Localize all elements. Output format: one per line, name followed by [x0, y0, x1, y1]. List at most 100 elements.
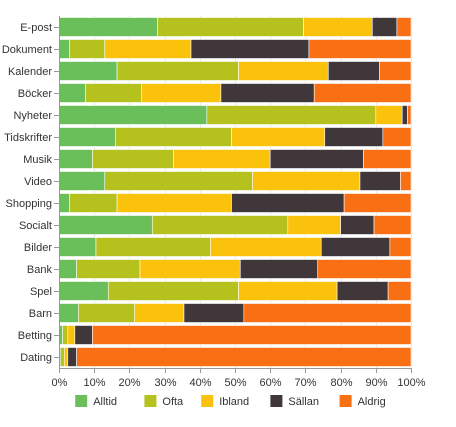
- bar-segment-aldrig: [363, 149, 412, 169]
- bar-segment-aldrig: [382, 127, 412, 147]
- bar-segment-alltid: [58, 259, 77, 279]
- bar-segment-ofta: [116, 61, 239, 81]
- legend: Alltid Ofta Ibland Sällan Aldrig: [75, 395, 386, 408]
- bar-segment-ofta: [69, 39, 106, 59]
- bar-segment-ofta: [206, 105, 377, 125]
- legend-swatch-alltid[interactable]: [75, 395, 88, 407]
- bar-segment-alltid: [58, 303, 79, 323]
- bar-segment-alltid: [58, 171, 106, 191]
- bar-segment-ibland: [63, 347, 69, 367]
- category-label: Musik: [23, 154, 52, 166]
- bar-segment-alltid: [58, 61, 118, 81]
- category-label: Tidskrifter: [4, 132, 52, 144]
- category-label: Video: [24, 176, 52, 188]
- bar-segment-aldrig: [313, 83, 412, 103]
- bar-segment-sällan: [401, 105, 408, 125]
- bar-segment-alltid: [58, 39, 70, 59]
- bar-segment-sällan: [327, 61, 380, 81]
- bar-segment-aldrig: [379, 61, 412, 81]
- x-tick-label: 50%: [224, 377, 246, 389]
- bar-segment-ibland: [134, 303, 185, 323]
- bar-segment-sällan: [324, 127, 384, 147]
- bar-segment-aldrig: [387, 281, 412, 301]
- x-tick-label: 10%: [83, 377, 105, 389]
- bar-segment-alltid: [58, 281, 109, 301]
- legend-label-aldrig[interactable]: Aldrig: [358, 396, 386, 408]
- x-tick-label: 70%: [294, 377, 316, 389]
- bar-segment-ibland: [67, 325, 76, 345]
- bar-segment-sällan: [67, 347, 77, 367]
- x-tick-label: 30%: [154, 377, 176, 389]
- bar-segment-ofta: [151, 215, 289, 235]
- bar-segment-ibland: [141, 83, 222, 103]
- bar-segment-sällan: [336, 281, 389, 301]
- bar-segment-sällan: [239, 259, 319, 279]
- bar-segment-alltid: [58, 215, 153, 235]
- bar-segment-ofta: [92, 149, 174, 169]
- bar-segment-ibland: [238, 281, 338, 301]
- bar-segment-ofta: [76, 259, 141, 279]
- category-label: Dating: [20, 352, 52, 364]
- bar-segment-ibland: [139, 259, 241, 279]
- category-label: Spel: [30, 286, 52, 298]
- bar-segment-ibland: [173, 149, 271, 169]
- bar-segment-ofta: [60, 347, 65, 367]
- bar-segment-alltid: [58, 127, 116, 147]
- bar-segment-ibland: [375, 105, 403, 125]
- bar-segment-alltid: [58, 193, 70, 213]
- bar-segment-sällan: [220, 83, 315, 103]
- legend-label-alltid[interactable]: Alltid: [93, 396, 117, 408]
- bar-segment-aldrig: [343, 193, 412, 213]
- legend-swatch-ibland[interactable]: [201, 395, 214, 407]
- bar-segment-ibland: [252, 171, 361, 191]
- legend-label-ofta[interactable]: Ofta: [162, 396, 184, 408]
- bar-segment-aldrig: [400, 171, 412, 191]
- bar-segment-aldrig: [317, 259, 412, 279]
- bar-segment-ofta: [104, 171, 253, 191]
- bar-segment-ofta: [78, 303, 135, 323]
- bar-segment-aldrig: [92, 325, 412, 345]
- legend-swatch-sällan[interactable]: [270, 395, 283, 407]
- bar-segment-ibland: [104, 39, 192, 59]
- bar-segment-ofta: [115, 127, 232, 147]
- bar-segment-aldrig: [396, 17, 412, 37]
- bar-segment-alltid: [58, 83, 86, 103]
- category-label: Nyheter: [13, 110, 52, 122]
- bar-segment-ibland: [287, 215, 341, 235]
- bar-segment-sällan: [269, 149, 364, 169]
- bar-segment-aldrig: [76, 347, 412, 367]
- x-tick-label: 40%: [189, 377, 211, 389]
- bar-segment-alltid: [58, 237, 97, 257]
- category-label: Socialt: [19, 220, 52, 232]
- bar-segment-ofta: [157, 17, 304, 37]
- bar-segment-sällan: [74, 325, 93, 345]
- bars: [58, 17, 412, 367]
- category-label: E-post: [20, 22, 52, 34]
- legend-label-ibland[interactable]: Ibland: [219, 396, 249, 408]
- bar-segment-ibland: [231, 127, 326, 147]
- category-label: Böcker: [18, 88, 53, 100]
- bar-segment-sällan: [320, 237, 391, 257]
- x-tick-label: 60%: [259, 377, 281, 389]
- x-tick-label: 80%: [330, 377, 352, 389]
- legend-swatch-aldrig[interactable]: [339, 395, 352, 407]
- bar-segment-aldrig: [389, 237, 412, 257]
- legend-label-sällan[interactable]: Sällan: [288, 396, 319, 408]
- bar-segment-ofta: [85, 83, 143, 103]
- bar-segment-alltid: [58, 149, 93, 169]
- bar-segment-ibland: [238, 61, 329, 81]
- category-label: Bank: [27, 264, 53, 276]
- category-label: Kalender: [8, 66, 52, 78]
- bar-segment-ibland: [303, 17, 373, 37]
- x-tick-label: 100%: [397, 377, 425, 389]
- bar-segment-ofta: [69, 193, 118, 213]
- legend-swatch-ofta[interactable]: [144, 395, 157, 407]
- bar-segment-aldrig: [308, 39, 412, 59]
- bar-segment-aldrig: [407, 105, 412, 125]
- bar-segment-ibland: [210, 237, 322, 257]
- x-tick-label: 20%: [118, 377, 140, 389]
- bar-segment-aldrig: [373, 215, 412, 235]
- bar-segment-ofta: [107, 281, 239, 301]
